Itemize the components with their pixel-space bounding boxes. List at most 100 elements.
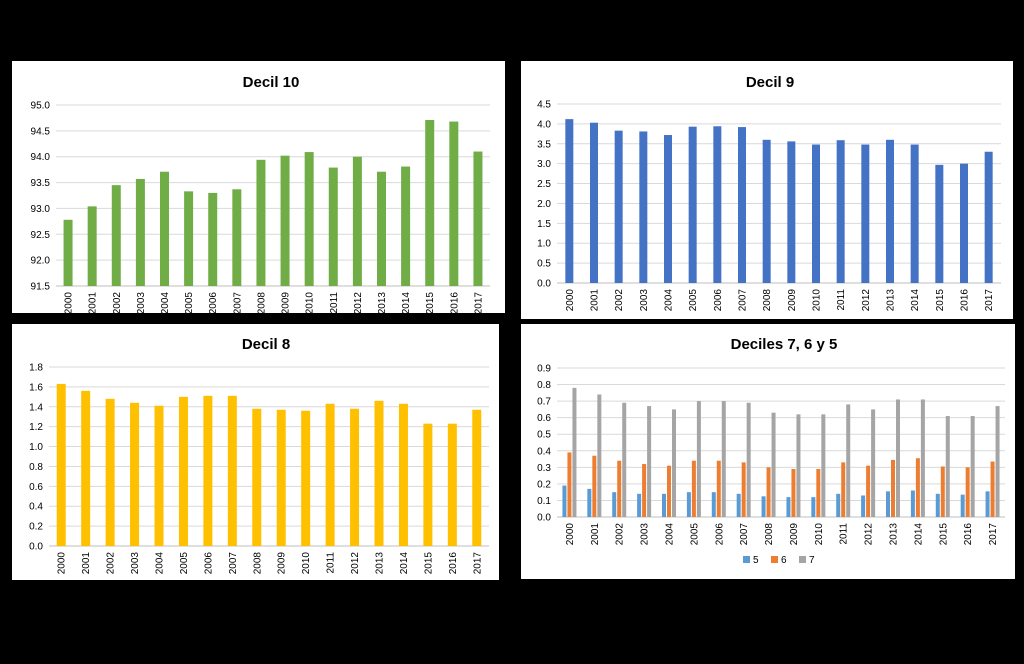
y-tick-label: 1.0: [29, 442, 43, 453]
bar-2013: [374, 400, 384, 546]
bar-2012: [350, 408, 360, 546]
chart-decil-10-svg: Decil 10 91.5 92.0 92.5 93.0 93.5 94.0 94.5 95.…: [31, 74, 490, 313]
bar-2002: [614, 130, 623, 283]
y-tick-label: 1.0: [537, 239, 551, 250]
x-tick-label: 2001: [590, 289, 601, 312]
chart-decil-9: Decil 9 0.0 0.5 1.0 1.5 2.0 2.5 3.0 3.5 4.0 4.5 20…: [521, 61, 1013, 319]
chart-title: Decil 9: [746, 74, 794, 91]
chart-decil-8-svg: Decil 8 0.0 0.2 0.4 0.6 0.8 1.0 1.2 1.4 1.6 1.8 20…: [29, 336, 489, 575]
y-tick-label: 0.4: [29, 502, 43, 513]
x-tick-label: 2016: [448, 552, 459, 575]
x-tick-label: 2014: [399, 552, 410, 575]
x-tick-label: 2007: [232, 292, 243, 313]
x-tick-label: 2013: [377, 292, 388, 313]
y-tick-label: 0.7: [537, 397, 551, 408]
x-tick-label: 2007: [738, 289, 749, 312]
x-tick-label: 2008: [252, 552, 263, 575]
x-tick-label: 2017: [473, 292, 484, 313]
bar-series-7-2007: [746, 402, 751, 517]
x-tick-label: 2011: [836, 289, 847, 311]
legend-swatch-6: [771, 556, 778, 563]
bar-2003: [130, 402, 140, 546]
x-tick-label: 2003: [130, 552, 141, 575]
bar-2000: [63, 219, 73, 286]
bar-2013: [886, 139, 894, 283]
y-tick-label: 4.5: [537, 100, 551, 111]
bar-2005: [184, 191, 194, 286]
bar-2001: [81, 390, 91, 546]
y-tick-label: 92.0: [31, 256, 51, 267]
bar-2017: [472, 409, 482, 546]
x-tick-label: 2014: [913, 523, 924, 546]
bar-2017: [984, 151, 993, 283]
bar-2011: [325, 403, 335, 546]
y-tick-label: 0.1: [537, 496, 551, 507]
x-tick-label: 2010: [301, 552, 312, 575]
x-tick-label: 2000: [565, 523, 576, 546]
bar-series-5-2013: [886, 491, 890, 517]
y-tick-label: 1.8: [29, 363, 43, 374]
y-tick-label: 0.2: [537, 479, 551, 490]
bar-series-5-2003: [637, 493, 642, 517]
bar-series-7-2001: [597, 394, 602, 517]
y-tick-label: 0.9: [537, 364, 551, 375]
x-tick-label: 2002: [615, 523, 626, 546]
bar-series-5-2007: [736, 493, 741, 517]
bar-series-7-2004: [672, 409, 676, 517]
bar-2017: [473, 151, 483, 286]
chart-decil-8: Decil 8 0.0 0.2 0.4 0.6 0.8 1.0 1.2 1.4 1.6 1.8 20…: [12, 324, 499, 580]
x-tick-label: 2012: [353, 292, 364, 313]
bar-series-6-2001: [592, 455, 597, 517]
bar-2008: [762, 139, 771, 283]
y-tick-label: 94.0: [31, 152, 51, 163]
x-tick-label: 2004: [664, 289, 675, 312]
bar-series-5-2004: [662, 493, 666, 517]
x-tick-label: 2001: [590, 523, 601, 546]
bar-2003: [639, 131, 648, 283]
x-tick-label: 2013: [375, 552, 386, 575]
bar-2000: [56, 383, 66, 546]
y-tick-label: 0.5: [537, 430, 551, 441]
bar-series-5-2014: [910, 490, 915, 517]
legend-swatch-7: [799, 556, 806, 563]
x-tick-label: 2011: [326, 552, 337, 574]
x-tick-label: 2015: [425, 292, 436, 313]
bar-series-6-2014: [915, 458, 920, 517]
x-tick-label: 2006: [713, 289, 724, 312]
bar-series-7-2009: [796, 414, 801, 517]
x-tick-label: 2015: [935, 289, 946, 312]
legend-label: 6: [781, 555, 787, 566]
bar-2014: [910, 144, 919, 283]
y-tick-label: 0.0: [29, 542, 43, 553]
bar-2013: [377, 171, 386, 286]
chart-deciles-7-6-5-svg: Deciles 7, 6 y 5 0.0 0.1 0.2 0.3 0.4 0.5 0.6 0.…: [537, 336, 1005, 566]
x-tick-label: 2007: [739, 523, 750, 546]
bar-series-6-2011: [841, 462, 846, 517]
x-tick-label: 2016: [449, 292, 460, 313]
bar-2002: [105, 398, 115, 546]
x-tick-label: 2000: [57, 552, 68, 575]
bar-2001: [87, 206, 97, 286]
bar-2009: [280, 155, 290, 286]
chart-title: Deciles 7, 6 y 5: [731, 336, 838, 353]
bar-series-6-2005: [691, 460, 696, 517]
y-tick-label: 1.2: [29, 422, 43, 433]
legend-label: 7: [809, 555, 815, 566]
x-tick-label: 2002: [112, 292, 123, 313]
x-tick-label: 2012: [861, 289, 872, 312]
y-tick-label: 1.4: [29, 402, 43, 413]
bar-series-5-2011: [836, 493, 841, 517]
bar-2009: [276, 409, 286, 546]
bar-series-5-2006: [711, 492, 716, 517]
x-tick-label: 2008: [762, 289, 773, 312]
bar-2010: [301, 410, 311, 546]
bar-2006: [713, 126, 722, 283]
y-tick-label: 0.4: [537, 446, 551, 457]
x-tick-label: 2015: [938, 523, 949, 546]
x-tick-label: 2014: [401, 292, 412, 313]
bar-series-7-2002: [622, 402, 627, 517]
bar-2010: [812, 144, 820, 283]
bar-2006: [203, 395, 213, 546]
bar-2003: [135, 178, 145, 286]
bar-2005: [178, 396, 188, 546]
